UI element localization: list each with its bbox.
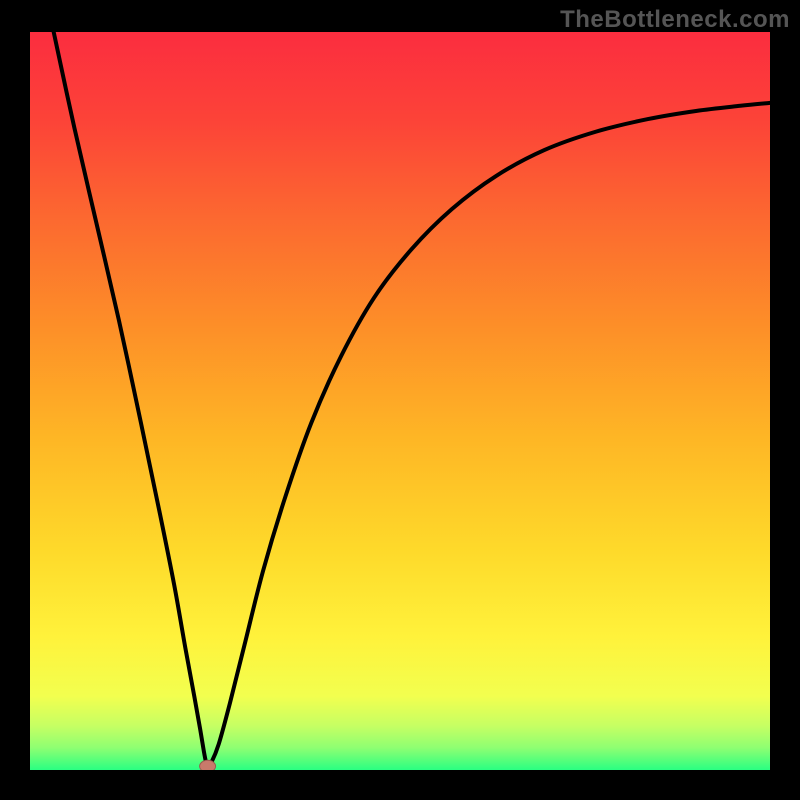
bottleneck-plot (30, 32, 770, 770)
chart-frame: TheBottleneck.com (0, 0, 800, 800)
watermark-text: TheBottleneck.com (560, 6, 790, 34)
optimal-marker (200, 760, 216, 770)
plot-background (30, 32, 770, 770)
plot-svg (30, 32, 770, 770)
